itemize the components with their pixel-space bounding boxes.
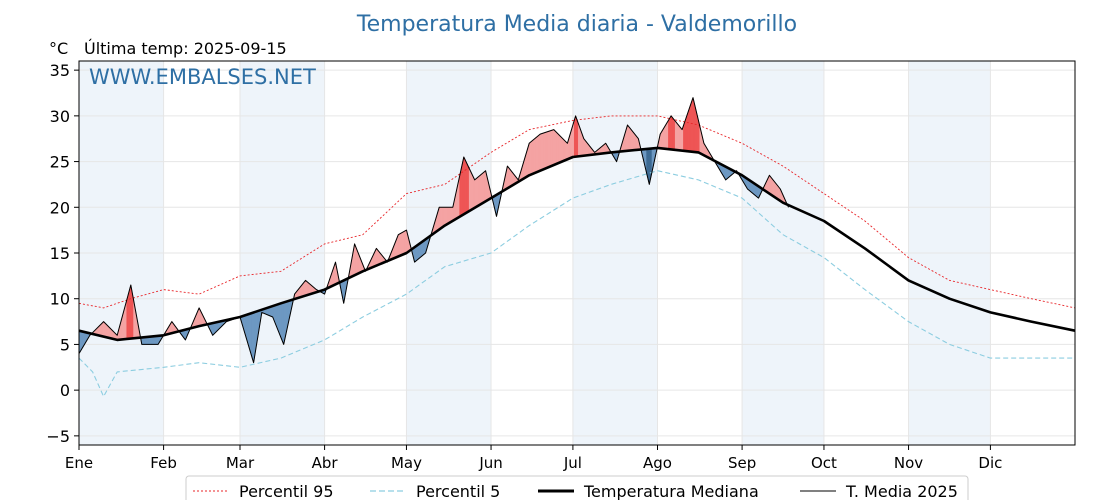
series-line-p95: [78, 115, 1076, 309]
y-tick-label: 30: [50, 107, 70, 126]
series-lines: [78, 97, 1076, 398]
x-tick-label: Oct: [811, 454, 837, 472]
y-tick-label: 20: [50, 198, 70, 217]
legend-label-median: Temperatura Mediana: [583, 482, 759, 500]
x-axis: Ene Feb Mar Abr May Jun Jul Ago Sep Oct Nov Dic: [65, 445, 1002, 472]
unit-label: °C: [49, 39, 68, 58]
series-line-p5: [78, 170, 1075, 398]
y-tick-label: 35: [50, 61, 70, 80]
grid-lines: [78, 61, 1075, 445]
x-tick-label: Ene: [65, 454, 93, 472]
x-tick-label: Dic: [978, 454, 1002, 472]
y-tick-label: 0: [60, 381, 70, 400]
legend-label-p5: Percentil 5: [416, 482, 500, 500]
chart-title: Temperatura Media diaria - Valdemorillo: [356, 12, 797, 37]
x-tick-label: Jun: [478, 454, 502, 472]
x-tick-label: Abr: [312, 454, 339, 472]
legend-box: [185, 475, 969, 500]
y-tick-label: 5: [60, 335, 70, 354]
legend-label-2025: T. Media 2025: [845, 482, 958, 500]
y-tick-label: 10: [50, 290, 70, 309]
x-tick-label: Jul: [563, 454, 582, 472]
watermark: WWW.EMBALSES.NET: [89, 65, 316, 89]
legend-label-p95: Percentil 95: [239, 482, 334, 500]
x-tick-label: May: [391, 454, 422, 472]
series-line-2025: [78, 97, 789, 364]
x-tick-label: Mar: [226, 454, 255, 472]
y-axis: −5 0 5 10 15 20 25 30 35: [46, 61, 79, 446]
y-tick-label: 15: [50, 244, 70, 263]
y-tick-label: 25: [50, 153, 70, 172]
x-tick-label: Sep: [728, 454, 756, 472]
last-update-label: Última temp: 2025-09-15: [84, 39, 287, 58]
y-tick-label: −5: [46, 427, 70, 446]
legend: Percentil 95 Percentil 5 Temperatura Med…: [185, 475, 969, 500]
x-tick-label: Nov: [894, 454, 923, 472]
x-tick-label: Ago: [643, 454, 672, 472]
x-tick-label: Feb: [150, 454, 177, 472]
